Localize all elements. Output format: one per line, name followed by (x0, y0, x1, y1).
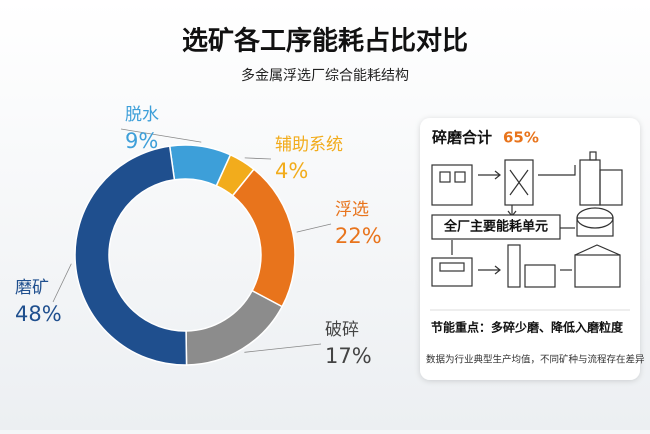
panel-heading: 碎磨合计 (432, 129, 492, 147)
segment-value-label: 22% (335, 224, 382, 248)
leader-line (244, 157, 272, 160)
donut: 脱水 9% 辅助系统 4% 浮选 22% 破碎 17% 磨矿 48% (15, 105, 382, 368)
chart-title: 选矿各工序能耗占比对比 (182, 26, 468, 57)
leader-line (120, 128, 202, 143)
donut-segment (74, 145, 188, 366)
unit-label: 全厂主要能耗单元 (443, 219, 548, 235)
panel (420, 118, 640, 380)
leader-line (296, 223, 332, 233)
segment-value-label: 4% (275, 159, 308, 183)
segment-label: 浮选 (335, 200, 369, 220)
panel-note: 节能重点：多碎少磨、降低入磨粒度 (431, 320, 624, 335)
process-diagram (431, 151, 623, 288)
panel-footnote: 数据为行业典型生产均值，不同矿种与流程存在差异 (426, 354, 645, 366)
segment-label: 磨矿 (15, 278, 49, 298)
segment-label: 破碎 (325, 320, 359, 340)
segment-label: 辅助系统 (275, 135, 343, 155)
segment-value-label: 9% (125, 129, 158, 153)
panel-total: 65% (503, 129, 539, 147)
segment-value-label: 17% (325, 344, 372, 368)
segment-label: 脱水 (125, 105, 159, 125)
chart-subtitle: 多金属浮选厂综合能耗结构 (241, 67, 409, 84)
leader-line (244, 343, 322, 353)
segment-value-label: 48% (15, 302, 62, 326)
unit-box (431, 214, 561, 240)
leader-line (52, 263, 72, 303)
